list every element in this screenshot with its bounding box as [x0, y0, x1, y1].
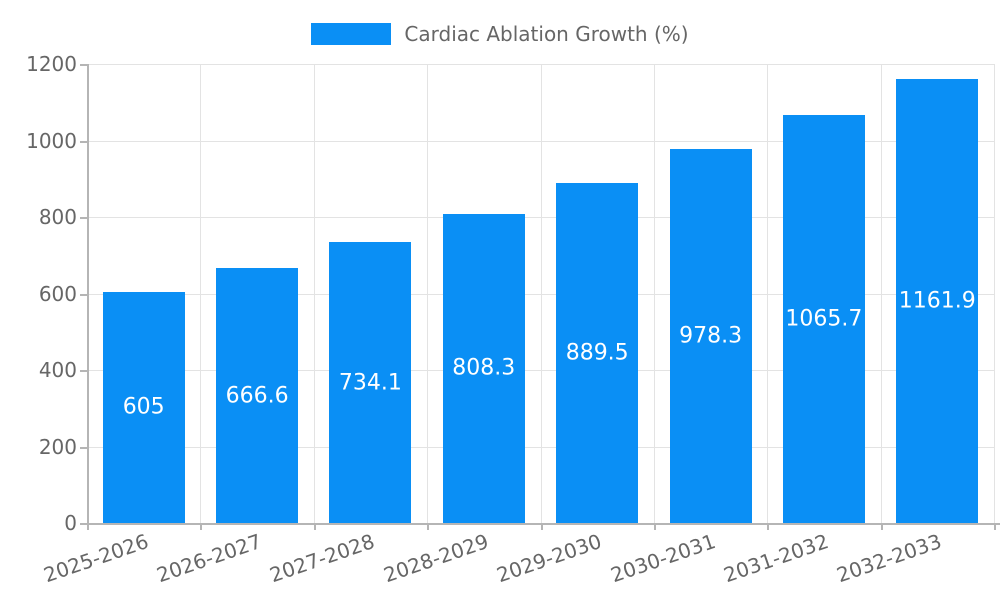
y-tick-mark [80, 141, 87, 143]
y-tick-mark [80, 64, 87, 66]
bar: 666.6 [216, 268, 299, 523]
x-tick-mark [881, 523, 883, 530]
horizontal-gridline [87, 294, 994, 295]
vertical-gridline [541, 64, 542, 523]
legend-label: Cardiac Ablation Growth (%) [404, 22, 689, 46]
x-tick-mark [994, 523, 996, 530]
y-tick-label: 400 [38, 358, 77, 382]
legend-swatch [311, 23, 392, 45]
bar-value-label: 808.3 [452, 355, 516, 381]
y-tick-mark [80, 294, 87, 296]
x-tick-label: 2026-2027 [153, 529, 265, 588]
y-tick-label: 600 [38, 282, 77, 306]
x-tick-mark [200, 523, 202, 530]
bar: 734.1 [329, 242, 412, 523]
y-tick-label: 0 [64, 511, 77, 535]
x-tick-label: 2029-2030 [493, 529, 605, 588]
vertical-gridline [767, 64, 768, 523]
y-tick-mark [80, 447, 87, 449]
legend: Cardiac Ablation Growth (%) [0, 22, 1000, 46]
x-tick-label: 2028-2029 [380, 529, 492, 588]
y-tick-label: 200 [38, 435, 77, 459]
bar: 1065.7 [782, 115, 865, 523]
bar: 978.3 [669, 148, 752, 523]
x-tick-label: 2030-2031 [607, 529, 719, 588]
x-tick-label: 2025-2026 [40, 529, 152, 588]
bar-value-label: 666.6 [225, 383, 289, 408]
x-tick-mark [654, 523, 656, 530]
bar: 808.3 [442, 213, 525, 523]
horizontal-gridline [87, 217, 994, 218]
bar-value-label: 734.1 [338, 370, 402, 396]
y-tick-label: 1200 [26, 52, 77, 76]
bar-value-label: 1161.9 [898, 288, 976, 314]
x-tick-mark [427, 523, 429, 530]
y-tick-mark [80, 523, 87, 525]
x-axis-line [87, 523, 1000, 525]
bar: 605 [102, 291, 185, 523]
vertical-gridline [314, 64, 315, 523]
vertical-gridline [427, 64, 428, 523]
x-tick-label: 2027-2028 [267, 529, 378, 588]
x-tick-label: 2032-2033 [833, 529, 945, 588]
x-tick-mark [314, 523, 316, 530]
x-tick-label: 2031-2032 [720, 529, 832, 588]
horizontal-gridline [87, 447, 994, 448]
x-tick-mark [767, 523, 769, 530]
bar: 1161.9 [896, 78, 979, 523]
vertical-gridline [881, 64, 882, 523]
y-tick-label: 800 [38, 205, 77, 229]
horizontal-gridline [87, 370, 994, 371]
x-tick-mark [541, 523, 543, 530]
bar-value-label: 605 [122, 394, 165, 420]
y-tick-mark [80, 370, 87, 372]
vertical-gridline [994, 64, 995, 523]
bar: 889.5 [556, 182, 639, 523]
bar-value-label: 1065.7 [785, 306, 863, 332]
horizontal-gridline [87, 141, 994, 142]
x-tick-mark [87, 523, 89, 530]
bar-value-label: 978.3 [679, 323, 743, 349]
y-axis-line [87, 64, 89, 523]
legend-item[interactable]: Cardiac Ablation Growth (%) [311, 22, 689, 46]
vertical-gridline [200, 64, 201, 523]
bar-value-label: 889.5 [565, 340, 629, 366]
y-tick-label: 1000 [26, 129, 77, 153]
horizontal-gridline [87, 64, 994, 65]
vertical-gridline [654, 64, 655, 523]
y-tick-mark [80, 217, 87, 219]
